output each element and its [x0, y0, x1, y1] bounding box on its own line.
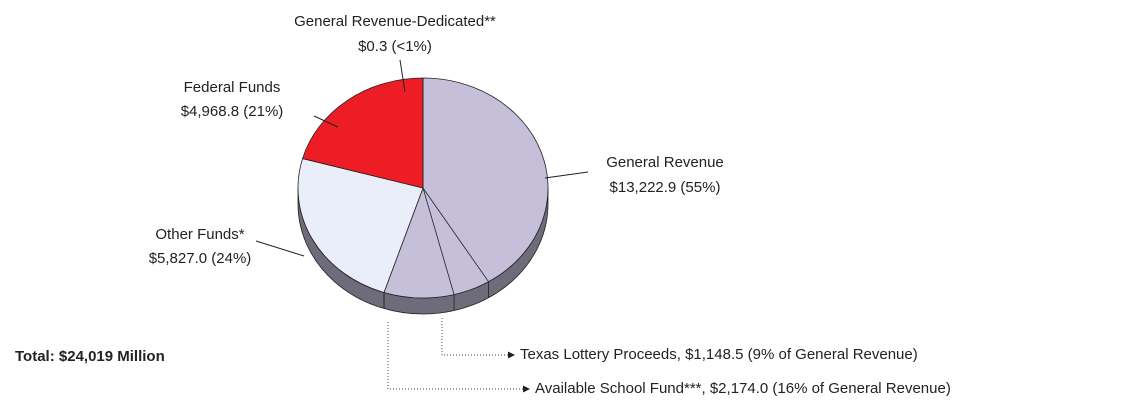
- slice-label: Other Funds*: [155, 226, 244, 243]
- leader-line: [441, 318, 515, 359]
- slice-value-label: $4,968.8 (21%): [181, 103, 284, 120]
- leader-line: [544, 171, 589, 179]
- slice-value-label: $0.3 (<1%): [358, 38, 432, 55]
- slice-label: Federal Funds: [184, 79, 281, 96]
- leader-line: [255, 240, 305, 257]
- slice-value-label: $13,222.9 (55%): [610, 179, 721, 196]
- leader-line: [399, 59, 406, 93]
- pie-slice: [302, 77, 424, 189]
- slice-label: General Revenue-Dedicated**: [294, 13, 496, 30]
- leader-line: [387, 322, 530, 393]
- sub-slice-label: Available School Fund***, $2,174.0 (16% …: [535, 380, 951, 397]
- sub-slice-edge: [422, 187, 455, 295]
- sub-slice-label: Texas Lottery Proceeds, $1,148.5 (9% of …: [520, 346, 918, 363]
- pie-slice: [383, 77, 549, 299]
- leader-line: [313, 115, 339, 128]
- sub-slice-edge: [422, 187, 489, 282]
- slice-value-label: $5,827.0 (24%): [149, 250, 252, 267]
- pie: [297, 77, 549, 315]
- slice-label: General Revenue: [606, 154, 724, 171]
- total-label: Total: $24,019 Million: [15, 348, 165, 365]
- pie-slice: [297, 158, 424, 293]
